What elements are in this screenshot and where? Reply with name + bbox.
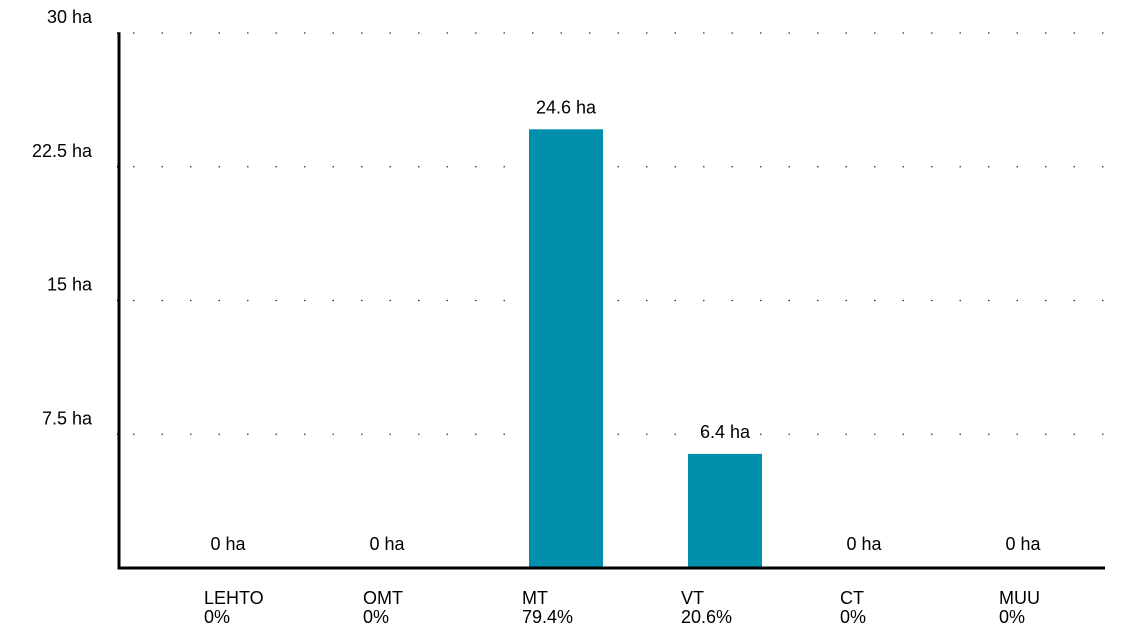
value-label-omt: 0 ha [369, 534, 405, 554]
y-tick-label: 30 ha [47, 7, 93, 27]
bars [529, 129, 762, 569]
y-tick-label: 22.5 ha [32, 141, 93, 161]
category-label-vt: VT [681, 588, 704, 608]
bar-mt [529, 129, 603, 569]
value-label-lehto: 0 ha [210, 534, 246, 554]
category-label-mt: MT [522, 588, 548, 608]
percentage-label-muu: 0% [999, 607, 1025, 627]
y-tick-labels: 7.5 ha 15 ha 22.5 ha 30 ha [32, 7, 93, 428]
axes [117, 33, 1105, 570]
value-label-mt: 24.6 ha [536, 97, 597, 117]
y-tick-label: 7.5 ha [42, 408, 93, 428]
value-label-vt: 6.4 ha [700, 422, 751, 442]
value-label-muu: 0 ha [1005, 534, 1041, 554]
category-label-muu: MUU [999, 588, 1040, 608]
category-label-lehto: LEHTO [204, 588, 264, 608]
percentage-label-omt: 0% [363, 607, 389, 627]
percentage-label-mt: 79.4% [522, 607, 573, 627]
percentage-label-lehto: 0% [204, 607, 230, 627]
y-tick-label: 15 ha [47, 275, 93, 295]
category-label-omt: OMT [363, 588, 403, 608]
bar-vt [688, 453, 762, 568]
grid-lines [117, 32, 1105, 435]
percentage-label-ct: 0% [840, 607, 866, 627]
value-labels: 0 ha 0 ha 24.6 ha 6.4 ha 0 ha 0 ha [210, 97, 1041, 554]
percentage-label-vt: 20.6% [681, 607, 732, 627]
category-label-ct: CT [840, 588, 864, 608]
value-label-ct: 0 ha [846, 534, 882, 554]
